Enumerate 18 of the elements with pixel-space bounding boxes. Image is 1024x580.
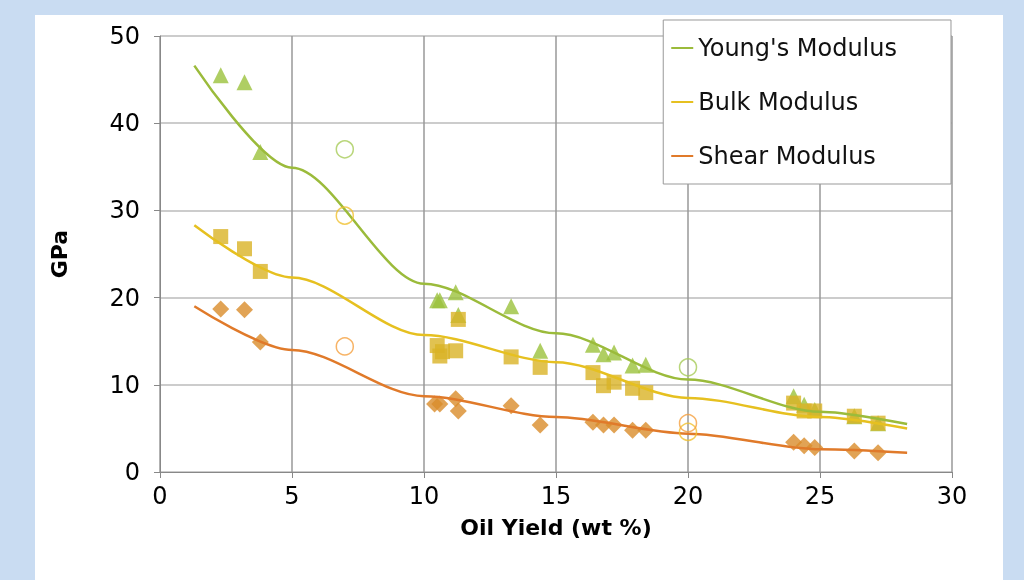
y-tick-label: 20: [109, 283, 140, 312]
x-tick-label: 5: [284, 482, 300, 510]
y-axis-title: GPa: [46, 229, 72, 279]
legend-label: Bulk Modulus: [698, 88, 859, 116]
x-tick-label: 20: [672, 482, 704, 510]
x-tick-label: 10: [408, 482, 440, 510]
y-tick-label: 40: [109, 109, 140, 138]
y-tick-label: 30: [109, 196, 140, 225]
y-tick-label: 50: [109, 22, 140, 50]
x-tick-label: 30: [936, 482, 968, 510]
x-tick-label: 15: [540, 482, 572, 510]
y-tick-label: 0: [124, 458, 140, 486]
x-tick-label: 0: [152, 482, 168, 510]
y-tick-label: 10: [109, 370, 140, 399]
legend-label: Young's Modulus: [697, 34, 897, 62]
legend-label: Shear Modulus: [698, 142, 876, 170]
x-axis-title: Oil Yield (wt %): [460, 514, 652, 540]
x-tick-label: 25: [804, 482, 836, 510]
